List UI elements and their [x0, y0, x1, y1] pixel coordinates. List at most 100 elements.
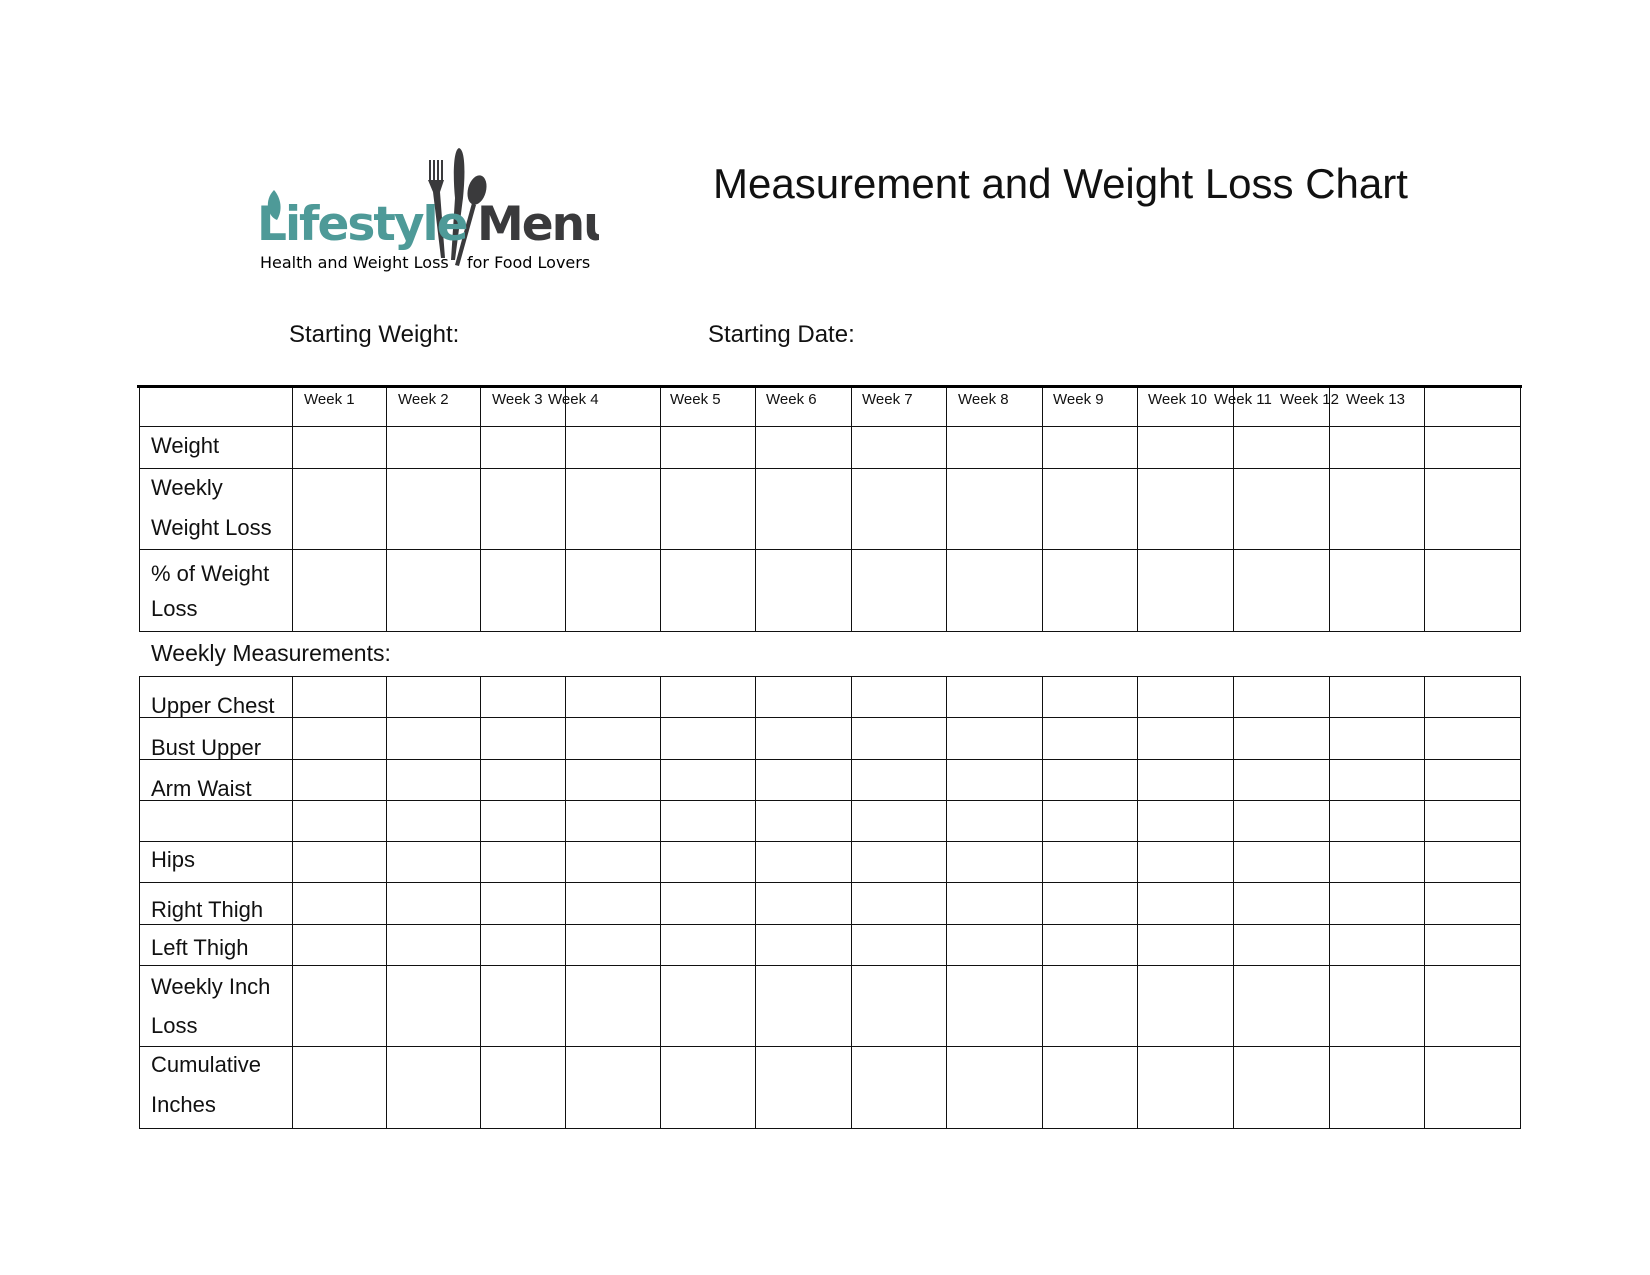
measurements-table-cell[interactable]	[1138, 883, 1233, 924]
measurements-table-cell[interactable]	[481, 842, 565, 882]
measurements-table-cell[interactable]	[1043, 842, 1137, 882]
measurements-table-cell[interactable]	[1330, 842, 1424, 882]
measurements-table-cell[interactable]	[566, 883, 660, 924]
measurements-table-cell[interactable]	[1330, 925, 1424, 965]
weight-table-cell[interactable]	[661, 427, 755, 468]
measurements-table-cell[interactable]	[756, 842, 851, 882]
measurements-table-cell[interactable]	[1043, 718, 1137, 759]
measurements-table-cell[interactable]	[481, 966, 565, 1046]
measurements-table-cell[interactable]	[852, 760, 946, 800]
measurements-table-cell[interactable]	[947, 801, 1042, 841]
measurements-table-cell[interactable]	[1425, 883, 1520, 924]
measurements-table-cell[interactable]	[481, 801, 565, 841]
measurements-table-cell[interactable]	[1330, 883, 1424, 924]
measurements-table-cell[interactable]	[1425, 925, 1520, 965]
measurements-table-cell[interactable]	[481, 925, 565, 965]
measurements-table-cell[interactable]	[293, 842, 386, 882]
weight-table-cell[interactable]	[852, 469, 946, 549]
weight-table-cell[interactable]	[566, 427, 660, 468]
measurements-table-cell[interactable]	[852, 883, 946, 924]
measurements-table-cell[interactable]	[1138, 718, 1233, 759]
measurements-table-cell[interactable]	[1234, 718, 1329, 759]
measurements-table-cell[interactable]	[852, 801, 946, 841]
measurements-table-cell[interactable]	[387, 966, 480, 1046]
weight-table-cell[interactable]	[293, 427, 386, 468]
weight-table-cell[interactable]	[852, 427, 946, 468]
measurements-table-cell[interactable]	[566, 718, 660, 759]
measurements-table-cell[interactable]	[1043, 966, 1137, 1046]
measurements-table-cell[interactable]	[1138, 966, 1233, 1046]
weight-table-cell[interactable]	[947, 550, 1042, 631]
measurements-table-cell[interactable]	[1043, 883, 1137, 924]
measurements-table-cell[interactable]	[1234, 842, 1329, 882]
measurements-table-cell[interactable]	[1138, 760, 1233, 800]
measurements-table-cell[interactable]	[756, 1047, 851, 1128]
measurements-table-cell[interactable]	[852, 925, 946, 965]
measurements-table-cell[interactable]	[566, 760, 660, 800]
measurements-table-cell[interactable]	[1425, 718, 1520, 759]
weight-table-cell[interactable]	[387, 427, 480, 468]
measurements-table-cell[interactable]	[387, 883, 480, 924]
weight-table-cell[interactable]	[1043, 469, 1137, 549]
measurements-table-cell[interactable]	[661, 718, 755, 759]
measurements-table-cell[interactable]	[756, 966, 851, 1046]
measurements-table-cell[interactable]	[387, 760, 480, 800]
measurements-table-cell[interactable]	[947, 718, 1042, 759]
weight-table-cell[interactable]	[1425, 427, 1520, 468]
measurements-table-cell[interactable]	[1425, 842, 1520, 882]
measurements-table-cell[interactable]	[1234, 925, 1329, 965]
measurements-table-cell[interactable]	[1138, 1047, 1233, 1128]
weight-table-cell[interactable]	[293, 469, 386, 549]
measurements-table-cell[interactable]	[1043, 925, 1137, 965]
measurements-table-cell[interactable]	[852, 1047, 946, 1128]
measurements-table-cell[interactable]	[566, 677, 660, 717]
weight-table-cell[interactable]	[481, 550, 565, 631]
measurements-table-cell[interactable]	[756, 801, 851, 841]
weight-table-cell[interactable]	[756, 550, 851, 631]
measurements-table-cell[interactable]	[387, 842, 480, 882]
measurements-table-cell[interactable]	[387, 801, 480, 841]
measurements-table-cell[interactable]	[947, 883, 1042, 924]
measurements-table-cell[interactable]	[1425, 760, 1520, 800]
measurements-table-cell[interactable]	[661, 883, 755, 924]
measurements-table-cell[interactable]	[947, 760, 1042, 800]
weight-table-cell[interactable]	[387, 550, 480, 631]
measurements-table-cell[interactable]	[481, 760, 565, 800]
measurements-table-cell[interactable]	[661, 801, 755, 841]
measurements-table-cell[interactable]	[293, 718, 386, 759]
measurements-table-cell[interactable]	[661, 677, 755, 717]
weight-table-cell[interactable]	[1425, 550, 1520, 631]
measurements-table-cell[interactable]	[1330, 966, 1424, 1046]
measurements-table-cell[interactable]	[661, 925, 755, 965]
measurements-table-cell[interactable]	[293, 883, 386, 924]
measurements-table-cell[interactable]	[481, 677, 565, 717]
measurements-table-cell[interactable]	[852, 718, 946, 759]
weight-table-cell[interactable]	[947, 427, 1042, 468]
measurements-table-cell[interactable]	[1043, 1047, 1137, 1128]
measurements-table-cell[interactable]	[566, 966, 660, 1046]
measurements-table-cell[interactable]	[852, 677, 946, 717]
weight-table-cell[interactable]	[1043, 550, 1137, 631]
measurements-table-cell[interactable]	[756, 760, 851, 800]
measurements-table-cell[interactable]	[947, 677, 1042, 717]
measurements-table-cell[interactable]	[1425, 677, 1520, 717]
measurements-table-cell[interactable]	[1425, 966, 1520, 1046]
measurements-table-cell[interactable]	[1330, 718, 1424, 759]
weight-table-cell[interactable]	[1138, 469, 1233, 549]
measurements-table-cell[interactable]	[1138, 925, 1233, 965]
measurements-table-cell[interactable]	[1234, 1047, 1329, 1128]
measurements-table-cell[interactable]	[1234, 801, 1329, 841]
weight-table-cell[interactable]	[661, 550, 755, 631]
measurements-table-cell[interactable]	[1043, 760, 1137, 800]
measurements-table-cell[interactable]	[1425, 801, 1520, 841]
measurements-table-cell[interactable]	[1330, 677, 1424, 717]
measurements-table-cell[interactable]	[293, 925, 386, 965]
weight-table-cell[interactable]	[661, 469, 755, 549]
measurements-table-cell[interactable]	[293, 760, 386, 800]
weight-table-cell[interactable]	[481, 427, 565, 468]
measurements-table-cell[interactable]	[1234, 883, 1329, 924]
weight-table-cell[interactable]	[1330, 550, 1424, 631]
measurements-table-cell[interactable]	[387, 718, 480, 759]
measurements-table-cell[interactable]	[661, 1047, 755, 1128]
measurements-table-cell[interactable]	[293, 966, 386, 1046]
